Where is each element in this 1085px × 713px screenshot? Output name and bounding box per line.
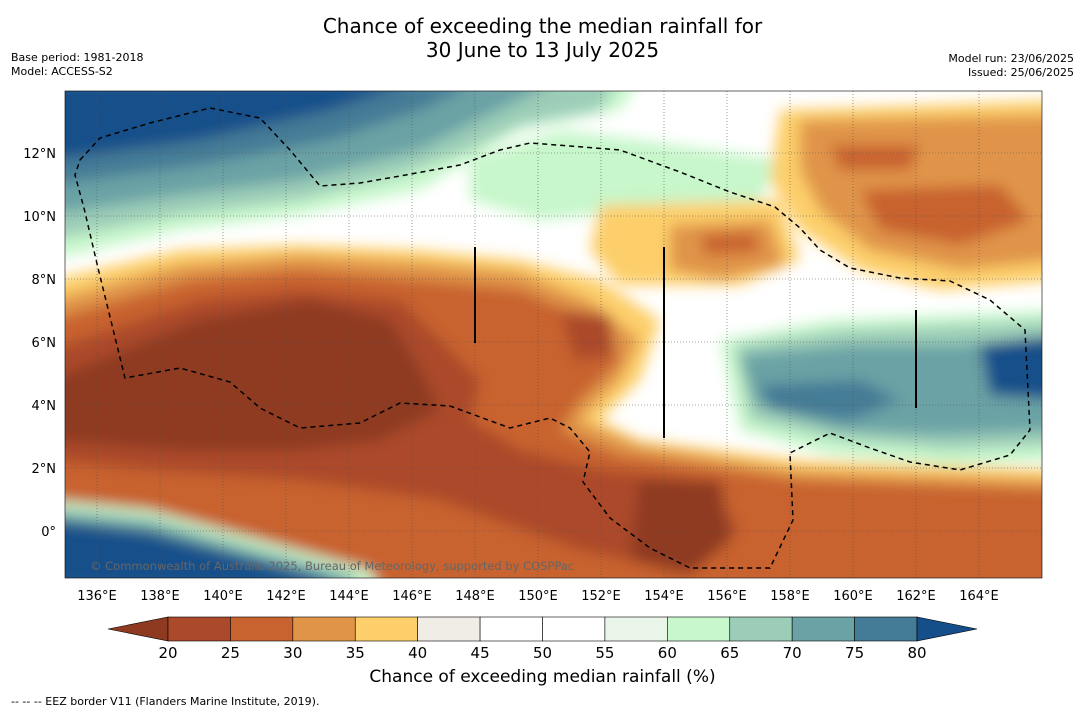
lat-tick: 10°N	[23, 210, 56, 225]
lon-tick: 158°E	[770, 589, 810, 604]
title-line-2: 30 June to 13 July 2025	[425, 38, 660, 62]
colorbar-tick-label: 65	[720, 644, 739, 662]
lon-tick: 148°E	[455, 589, 495, 604]
colorbar-tick-label: 55	[595, 644, 614, 662]
lat-tick: 8°N	[32, 273, 57, 288]
eez-border	[74, 107, 1031, 569]
lon-tick: 146°E	[392, 589, 432, 604]
lat-tick: 6°N	[32, 336, 57, 351]
colorbar-segment	[292, 616, 356, 642]
graticule	[65, 91, 1042, 578]
map-title: Chance of exceeding the median rainfall …	[0, 14, 1085, 62]
colorbar-segment	[167, 616, 231, 642]
issued-date: Issued: 25/06/2025	[967, 66, 1074, 79]
colorbar-tick-label: 35	[346, 644, 365, 662]
model-name: Model: ACCESS-S2	[11, 65, 113, 78]
model-info: Base period: 1981-2018 Model: ACCESS-S2	[11, 51, 143, 79]
colorbar-segment	[729, 616, 793, 642]
lon-tick: 136°E	[77, 589, 117, 604]
lat-tick: 12°N	[23, 147, 56, 162]
copyright-text: © Commonwealth of Australia 2025, Bureau…	[90, 559, 574, 573]
colorbar-segment	[230, 616, 294, 642]
colorbar-tick-label: 50	[533, 644, 552, 662]
lon-tick: 162°E	[896, 589, 936, 604]
colorbar-label: Chance of exceeding median rainfall (%)	[369, 667, 716, 687]
lat-tick: 4°N	[32, 399, 57, 414]
colorbar-segment	[479, 616, 543, 642]
colorbar-segment	[604, 616, 668, 642]
model-run: Model run: 23/06/2025	[948, 52, 1074, 65]
lon-tick: 156°E	[707, 589, 747, 604]
colorbar-tick-label: 25	[221, 644, 240, 662]
eez-footnote: -- -- -- EEZ border V11 (Flanders Marine…	[11, 695, 320, 708]
colorbar: 20 25 30 35 40 45 50 55 60 65 70 75 80	[107, 616, 978, 662]
lon-tick: 154°E	[644, 589, 684, 604]
lon-tick: 142°E	[266, 589, 306, 604]
base-period: Base period: 1981-2018	[11, 51, 144, 64]
colorbar-segment	[791, 616, 855, 642]
colorbar-tick-label: 20	[158, 644, 177, 662]
lon-tick: 140°E	[203, 589, 243, 604]
rainfall-probability-field: © Commonwealth of Australia 2025, Bureau…	[65, 91, 1042, 578]
longitude-tick-labels: 136°E 138°E 140°E 142°E 144°E 146°E 148°…	[77, 589, 999, 604]
lon-tick: 150°E	[518, 589, 558, 604]
lon-tick: 144°E	[329, 589, 369, 604]
colorbar-segment	[854, 616, 918, 642]
latitude-tick-labels: 12°N 10°N 8°N 6°N 4°N 2°N 0°	[23, 147, 56, 540]
colorbar-tick-label: 70	[783, 644, 802, 662]
colorbar-tick-label: 30	[283, 644, 302, 662]
lat-tick: 0°	[41, 525, 56, 540]
colorbar-segment	[667, 616, 731, 642]
colorbar-segment	[417, 616, 481, 642]
colorbar-tick-label: 45	[471, 644, 490, 662]
run-info: Model run: 23/06/2025 Issued: 25/06/2025	[948, 52, 1074, 80]
title-line-1: Chance of exceeding the median rainfall …	[322, 14, 763, 38]
colorbar-tick-label: 80	[907, 644, 926, 662]
lon-tick: 160°E	[833, 589, 873, 604]
lon-tick: 152°E	[581, 589, 621, 604]
lon-tick: 138°E	[140, 589, 180, 604]
colorbar-tick-label: 40	[408, 644, 427, 662]
colorbar-tick-label: 75	[845, 644, 864, 662]
colorbar-high-extension	[916, 616, 978, 642]
colorbar-segment	[542, 616, 606, 642]
lat-tick: 2°N	[32, 462, 57, 477]
lon-tick: 164°E	[959, 589, 999, 604]
colorbar-low-extension	[107, 616, 169, 642]
region-dividers	[474, 247, 917, 438]
colorbar-segment	[354, 616, 418, 642]
colorbar-tick-label: 60	[658, 644, 677, 662]
